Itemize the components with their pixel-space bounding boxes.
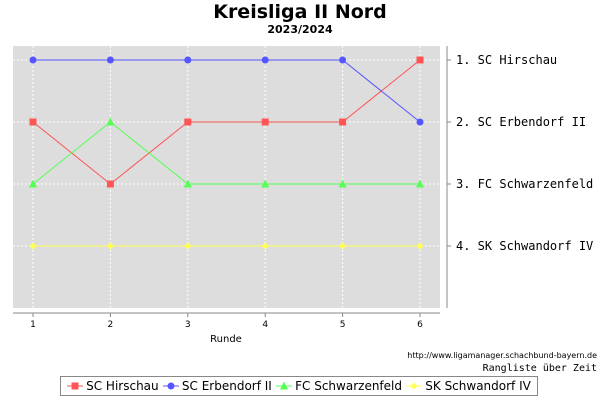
legend-label: SK Schwandorf IV (425, 379, 531, 393)
diamond-marker (339, 242, 347, 250)
square-marker (416, 56, 424, 64)
circle-marker (29, 56, 37, 64)
circle-marker (106, 56, 114, 64)
legend: SC Hirschau SC Erbendorf II FC Schwarzenfe… (60, 376, 538, 396)
series-line-sc-hirschau (32, 59, 421, 185)
legend-item: SC Hirschau (67, 379, 159, 393)
x-tick-label: 5 (340, 320, 346, 330)
legend-swatch (67, 382, 84, 390)
rank-label: 3. FC Schwarzenfeld (456, 177, 593, 191)
rank-label: 1. SC Hirschau (456, 53, 557, 67)
circle-marker (416, 118, 424, 126)
triangle-marker (416, 179, 424, 188)
line-chart: 1 2 3 4 5 6 1. SC Hirschau 2. SC Erbendorf II 3… (13, 46, 593, 345)
diamond-marker (416, 242, 424, 250)
square-marker (339, 118, 347, 126)
x-tick-label: 1 (30, 320, 36, 330)
series-line-fc-schwarzenfeld (32, 121, 420, 185)
legend-swatch (276, 381, 293, 390)
triangle-marker (106, 117, 115, 126)
square-marker (29, 118, 37, 126)
legend-item: SC Erbendorf II (162, 379, 272, 393)
chart-caption: Rangliste über Zeit (482, 363, 597, 374)
circle-marker (261, 56, 269, 64)
triangle-marker (338, 179, 347, 188)
triangle-marker (183, 179, 192, 188)
legend-item: FC Schwarzenfeld (276, 379, 402, 393)
square-marker (184, 118, 192, 126)
rank-label: 4. SK Schwandorf IV (456, 239, 593, 253)
circle-marker (184, 56, 192, 64)
circle-marker (339, 56, 347, 64)
chart-title: Kreisliga II Nord (213, 1, 387, 23)
axes (13, 46, 448, 314)
legend-label: FC Schwarzenfeld (295, 379, 402, 393)
rank-label: 2. SC Erbendorf II (456, 115, 586, 129)
triangle-marker (29, 179, 37, 188)
x-tick-label: 2 (108, 320, 114, 330)
legend-label: SC Hirschau (86, 379, 159, 393)
square-marker (261, 118, 269, 126)
legend-item: SK Schwandorf IV (406, 379, 531, 393)
x-tick-label: 4 (262, 320, 268, 330)
legend-swatch (406, 382, 423, 390)
triangle-marker (261, 179, 270, 188)
chart-subtitle: 2023/2024 (267, 23, 333, 36)
series-line-sc-erbendorf-ii (33, 59, 421, 123)
x-tick-label: 6 (417, 320, 423, 330)
square-marker (71, 382, 79, 390)
series-markers (29, 56, 424, 250)
diamond-marker (106, 242, 114, 250)
x-axis-label: Runde (210, 334, 242, 345)
series-lines (32, 59, 421, 247)
circle-marker (167, 382, 175, 390)
rank-labels: 1. SC Hirschau 2. SC Erbendorf II 3. FC Sc… (447, 53, 593, 253)
plot-area (13, 46, 440, 308)
diamond-marker (261, 242, 269, 250)
legend-label: SC Erbendorf II (181, 379, 272, 393)
legend-swatch (162, 382, 179, 390)
source-url: http://www.ligamanager.schachbund-bayern… (407, 351, 597, 360)
diamond-marker (29, 242, 37, 250)
diamond-marker (410, 382, 418, 390)
x-axis-ticks: 1 2 3 4 5 6 (30, 313, 423, 330)
diamond-marker (184, 242, 192, 250)
triangle-marker (280, 381, 289, 390)
square-marker (106, 180, 114, 188)
x-tick-label: 3 (185, 320, 191, 330)
